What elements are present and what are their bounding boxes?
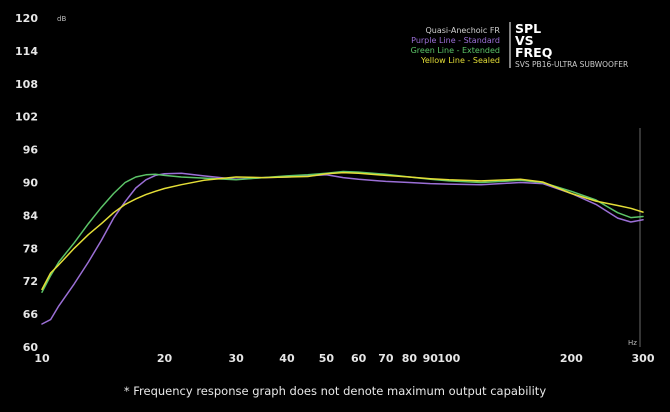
- brand-block: SPL VS FREQ SVS PB16-ULTRA SUBWOOFER: [515, 21, 628, 69]
- y-tick-label: 84: [23, 209, 39, 222]
- legend: Quasi-Anechoic FR Purple Line - Standard…: [411, 26, 501, 65]
- legend-title: Quasi-Anechoic FR: [425, 26, 500, 35]
- y-axis-ticks: 60 66 72 78 84 90 96 102 108 114 120: [15, 12, 38, 354]
- legend-entry-sealed: Yellow Line - Sealed: [420, 56, 500, 65]
- x-tick-label: 70: [378, 352, 394, 365]
- legend-entry-extended: Green Line - Extended: [411, 46, 500, 55]
- x-axis-ticks: 10 20 30 40 50 60 70 80 90 100 200 300: [34, 352, 654, 365]
- y-tick-label: 66: [23, 308, 39, 321]
- x-tick-label: 90: [423, 352, 439, 365]
- x-unit-label: Hz: [628, 339, 637, 347]
- y-tick-label: 120: [15, 12, 38, 25]
- series-lines: [41, 170, 644, 325]
- x-tick-label: 10: [34, 352, 50, 365]
- x-tick-label: 30: [228, 352, 244, 365]
- y-unit-label: dB: [57, 15, 66, 23]
- x-tick-label: 100: [437, 352, 460, 365]
- brand-line-freq: FREQ: [515, 45, 552, 60]
- x-tick-label: 20: [157, 352, 173, 365]
- series-line-3: [41, 171, 644, 291]
- y-tick-label: 96: [23, 144, 39, 157]
- legend-entry-standard: Purple Line - Standard: [411, 36, 500, 45]
- x-tick-label: 40: [279, 352, 295, 365]
- y-tick-label: 114: [15, 45, 38, 58]
- footnote: * Frequency response graph does not deno…: [123, 384, 547, 398]
- y-tick-label: 102: [15, 111, 38, 124]
- x-tick-label: 300: [632, 352, 655, 365]
- series-line-1: [41, 172, 644, 325]
- x-tick-label: 60: [351, 352, 367, 365]
- x-tick-label: 50: [319, 352, 335, 365]
- y-tick-label: 60: [23, 341, 39, 354]
- x-tick-label: 200: [560, 352, 583, 365]
- series-line-2: [41, 170, 644, 293]
- brand-subtitle: SVS PB16-ULTRA SUBWOOFER: [515, 60, 628, 69]
- y-tick-label: 78: [23, 242, 38, 255]
- y-tick-label: 108: [15, 78, 38, 91]
- y-tick-label: 90: [23, 177, 39, 190]
- y-tick-label: 72: [23, 275, 38, 288]
- x-tick-label: 80: [402, 352, 418, 365]
- brand-line-spl: SPL: [515, 21, 541, 36]
- brand-line-vs: VS: [515, 33, 534, 48]
